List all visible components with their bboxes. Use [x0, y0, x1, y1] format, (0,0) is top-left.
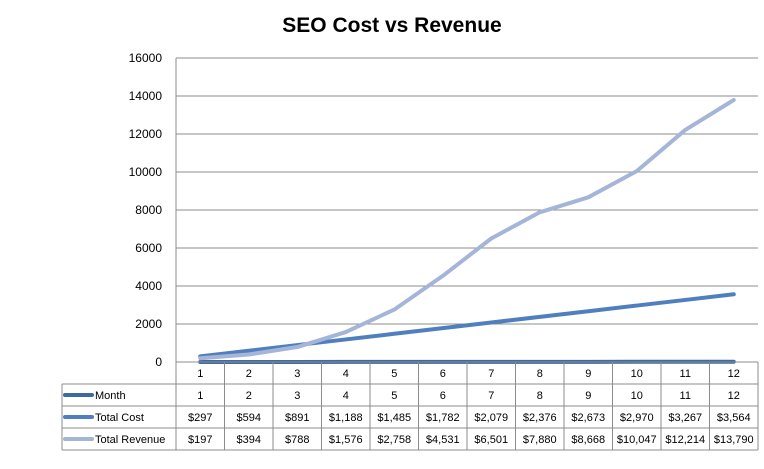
table-cell: $2,970 — [620, 412, 654, 424]
table-cell: $1,782 — [426, 412, 460, 424]
table-cell: 2 — [246, 390, 252, 402]
table-cell: $7,880 — [523, 434, 557, 446]
table-cell: 12 — [728, 390, 740, 402]
table-cell: $10,047 — [617, 434, 657, 446]
legend-label: Month — [95, 390, 126, 402]
legend-label: Total Cost — [95, 412, 144, 424]
table-cell: 7 — [488, 390, 494, 402]
table-cell: 4 — [343, 390, 349, 402]
table-cell: $1,485 — [377, 412, 411, 424]
table-cell: $4,531 — [426, 434, 460, 446]
table-cell: $197 — [188, 434, 212, 446]
x-tick-label: 9 — [585, 368, 591, 380]
y-tick-label: 4000 — [135, 279, 162, 293]
y-tick-label: 10000 — [129, 165, 163, 179]
x-tick-label: 10 — [631, 368, 643, 380]
x-tick-label: 4 — [343, 368, 349, 380]
table-cell: 11 — [680, 390, 691, 402]
table-cell: $891 — [285, 412, 309, 424]
table-cell: 8 — [537, 390, 543, 402]
table-cell: $3,267 — [668, 412, 702, 424]
y-tick-label: 8000 — [135, 203, 162, 217]
table-cell: $2,758 — [377, 434, 411, 446]
table-cell: $12,214 — [665, 434, 705, 446]
table-cell: $3,564 — [717, 412, 751, 424]
table-cell: $13,790 — [714, 434, 754, 446]
series-line — [198, 97, 736, 361]
x-tick-label: 7 — [488, 368, 494, 380]
table-cell: $394 — [237, 434, 261, 446]
y-tick-label: 2000 — [135, 317, 162, 331]
table-cell: $788 — [285, 434, 309, 446]
table-cell: 10 — [631, 390, 643, 402]
x-tick-label: 11 — [680, 368, 691, 380]
series-line — [198, 292, 736, 359]
chart-title: SEO Cost vs Revenue — [282, 14, 502, 37]
table-cell: $1,188 — [329, 412, 363, 424]
table-cell: 1 — [197, 390, 203, 402]
y-tick-label: 6000 — [135, 241, 162, 255]
x-tick-label: 1 — [197, 368, 203, 380]
y-tick-label: 16000 — [129, 51, 163, 65]
table-cell: $2,376 — [523, 412, 557, 424]
y-tick-label: 12000 — [129, 127, 163, 141]
table-cell: $1,576 — [329, 434, 363, 446]
legend-label: Total Revenue — [95, 434, 165, 446]
x-tick-label: 2 — [246, 368, 252, 380]
table-cell: 6 — [440, 390, 446, 402]
table-cell: $8,668 — [571, 434, 605, 446]
y-tick-label: 0 — [155, 355, 162, 369]
x-tick-label: 6 — [440, 368, 446, 380]
table-cell: 3 — [294, 390, 300, 402]
table-cell: $2,673 — [571, 412, 605, 424]
x-tick-label: 5 — [391, 368, 397, 380]
table-cell: $297 — [188, 412, 212, 424]
table-cell: $594 — [237, 412, 261, 424]
x-tick-label: 12 — [728, 368, 740, 380]
x-tick-label: 8 — [537, 368, 543, 380]
x-tick-label: 3 — [294, 368, 300, 380]
table-cell: $6,501 — [474, 434, 508, 446]
table-cell: $2,079 — [474, 412, 508, 424]
table-cell: 5 — [391, 390, 397, 402]
table-cell: 9 — [585, 390, 591, 402]
y-tick-label: 14000 — [129, 89, 163, 103]
